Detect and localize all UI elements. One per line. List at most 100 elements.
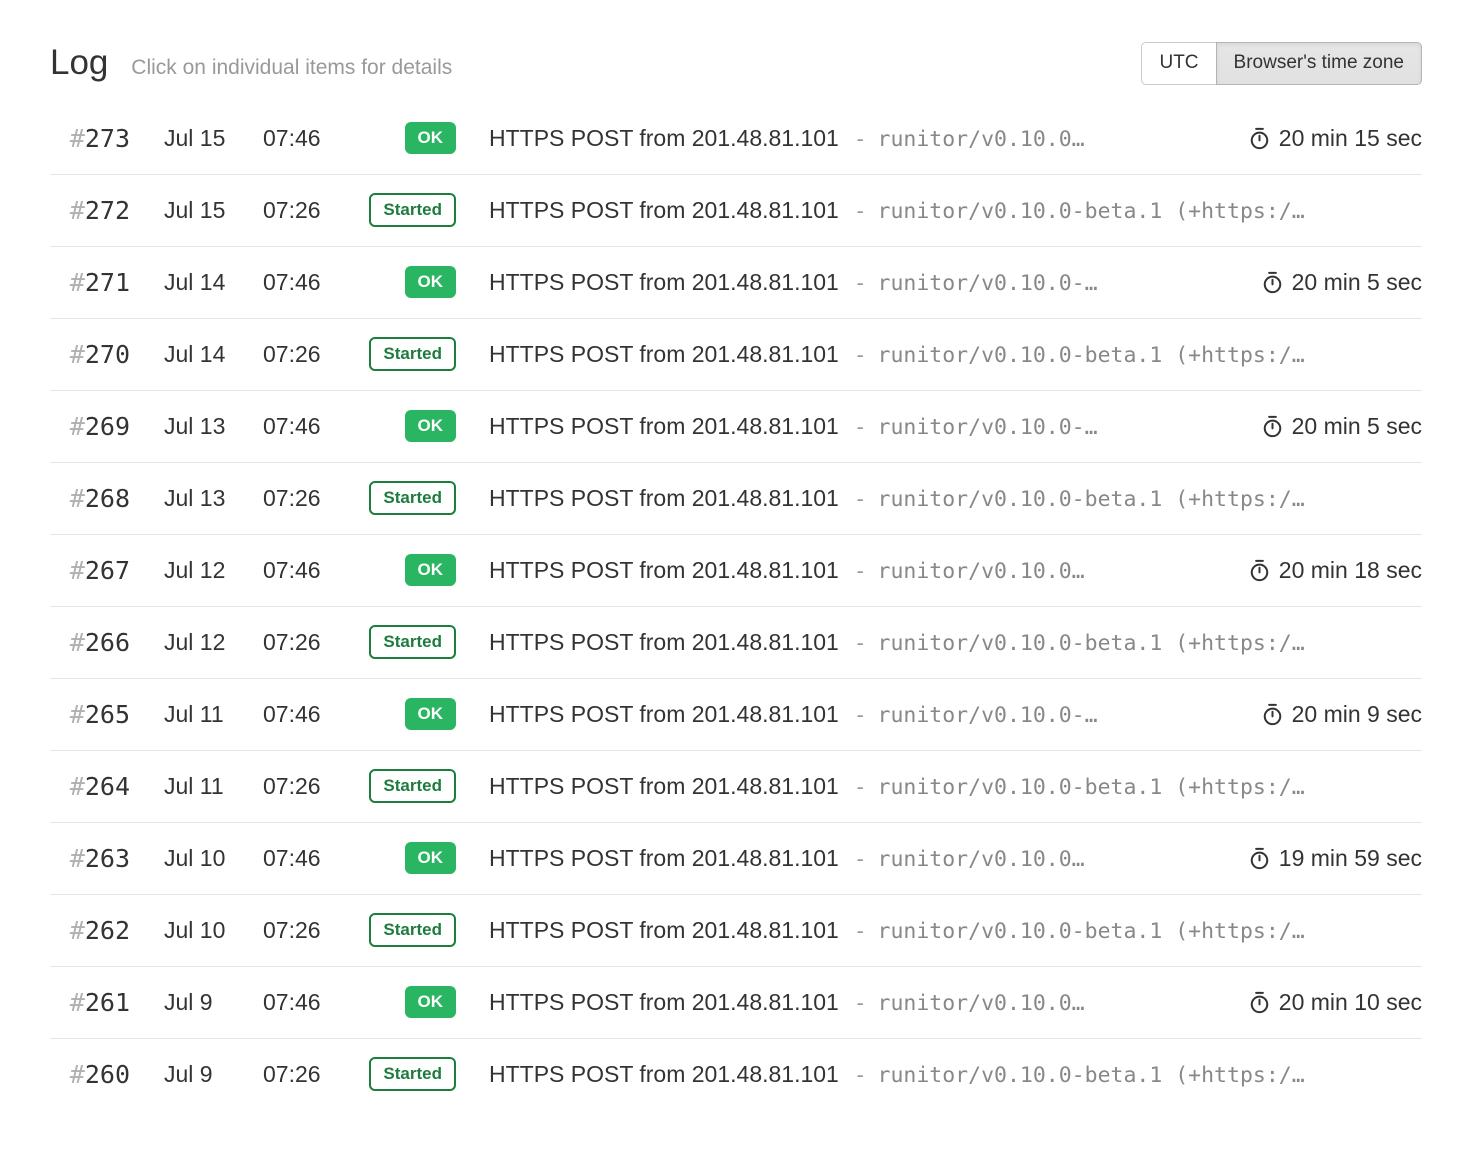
event-date: Jul 9 [164,1060,213,1087]
user-agent-text: runitor/v0.10.0… [877,126,1085,152]
status-badge: OK [404,697,456,731]
event-date: Jul 15 [164,124,226,151]
status-badge-cell: Started [330,624,456,660]
separator-dash: - [853,486,867,511]
event-number-value: 269 [84,411,130,441]
event-number-value: 264 [84,771,130,801]
log-row[interactable]: #269 Jul 13 07:46 OK HTTPS POST from 201… [50,389,1422,462]
user-agent-text: runitor/v0.10.0-beta.1 (+https:/… [877,918,1305,944]
event-time: 07:46 [263,844,321,871]
status-badge-cell: OK [330,553,456,587]
log-row[interactable]: #262 Jul 10 07:26 Started HTTPS POST fro… [50,893,1422,966]
log-row[interactable]: #261 Jul 9 07:46 OK HTTPS POST from 201.… [50,965,1422,1038]
event-text: HTTPS POST from 201.48.81.101 [489,412,839,439]
event-time: 07:46 [263,124,321,151]
duration-text: 20 min 9 sec [1291,700,1422,727]
event-date: Jul 10 [164,916,226,943]
separator-dash: - [853,198,867,223]
timezone-toggle: UTC Browser's time zone [1141,42,1422,85]
event-date: Jul 11 [164,700,224,727]
event-number-value: 261 [84,987,130,1017]
status-badge-cell: OK [330,985,456,1019]
event-description: HTTPS POST from 201.48.81.101 - runitor/… [489,125,1230,152]
timer-icon [1263,415,1281,437]
event-date: Jul 14 [164,340,226,367]
event-number-value: 271 [84,267,130,297]
event-text: HTTPS POST from 201.48.81.101 [489,772,839,799]
user-agent-text: runitor/v0.10.0-… [877,270,1098,296]
utc-button[interactable]: UTC [1141,42,1217,85]
user-agent-text: runitor/v0.10.0-… [877,702,1098,728]
hash-prefix: # [69,483,85,513]
log-row[interactable]: #265 Jul 11 07:46 OK HTTPS POST from 201… [50,677,1422,750]
event-description: HTTPS POST from 201.48.81.101 - runitor/… [489,341,1422,368]
user-agent-text: runitor/v0.10.0-beta.1 (+https:/… [877,1062,1305,1088]
event-date: Jul 15 [164,196,226,223]
browser-timezone-button[interactable]: Browser's time zone [1215,42,1422,85]
duration-text: 20 min 15 sec [1278,124,1422,151]
event-number-value: 270 [84,339,130,369]
timer-icon [1263,703,1281,725]
log-row[interactable]: #260 Jul 9 07:26 Started HTTPS POST from… [50,1037,1422,1110]
user-agent-text: runitor/v0.10.0-beta.1 (+https:/… [877,486,1305,512]
status-badge-cell: Started [330,768,456,804]
event-text: HTTPS POST from 201.48.81.101 [489,988,839,1015]
status-badge: Started [369,1056,456,1092]
log-row[interactable]: #264 Jul 11 07:26 Started HTTPS POST fro… [50,749,1422,822]
log-row[interactable]: #272 Jul 15 07:26 Started HTTPS POST fro… [50,173,1422,246]
status-badge-cell: OK [330,409,456,443]
hash-prefix: # [69,411,85,441]
separator-dash: - [853,846,867,871]
event-date: Jul 12 [164,556,226,583]
event-text: HTTPS POST from 201.48.81.101 [489,1060,839,1087]
hash-prefix: # [69,1059,85,1089]
log-row[interactable]: #263 Jul 10 07:46 OK HTTPS POST from 201… [50,821,1422,894]
log-row[interactable]: #270 Jul 14 07:26 Started HTTPS POST fro… [50,317,1422,390]
separator-dash: - [853,126,867,151]
log-row[interactable]: #271 Jul 14 07:46 OK HTTPS POST from 201… [50,245,1422,318]
event-description: HTTPS POST from 201.48.81.101 - runitor/… [489,1061,1422,1088]
duration: 20 min 5 sec [1261,269,1422,296]
status-badge-cell: Started [330,192,456,228]
event-date: Jul 14 [164,268,226,295]
log-row[interactable]: #267 Jul 12 07:46 OK HTTPS POST from 201… [50,533,1422,606]
status-badge: OK [404,841,456,875]
event-description: HTTPS POST from 201.48.81.101 - runitor/… [489,485,1422,512]
hash-prefix: # [69,339,85,369]
page-header: Log Click on individual items for detail… [50,42,1422,85]
status-badge: OK [404,409,456,443]
status-badge-cell: OK [330,841,456,875]
user-agent-text: runitor/v0.10.0… [877,558,1085,584]
timer-icon [1250,559,1269,581]
status-badge-cell: OK [330,697,456,731]
separator-dash: - [853,990,867,1015]
hash-prefix: # [69,987,85,1017]
log-row[interactable]: #268 Jul 13 07:26 Started HTTPS POST fro… [50,461,1422,534]
event-description: HTTPS POST from 201.48.81.101 - runitor/… [489,701,1243,728]
event-date: Jul 13 [164,412,226,439]
event-text: HTTPS POST from 201.48.81.101 [489,700,839,727]
hash-prefix: # [69,915,85,945]
event-text: HTTPS POST from 201.48.81.101 [489,556,839,583]
event-description: HTTPS POST from 201.48.81.101 - runitor/… [489,845,1230,872]
status-badge-cell: OK [330,121,456,155]
status-badge: Started [369,480,456,516]
event-number-value: 266 [84,627,130,657]
event-date: Jul 12 [164,628,226,655]
status-badge: Started [369,624,456,660]
user-agent-text: runitor/v0.10.0… [877,990,1085,1016]
log-row[interactable]: #273 Jul 15 07:46 OK HTTPS POST from 201… [50,103,1422,174]
event-number: #266 [50,628,130,657]
event-time: 07:26 [263,340,321,367]
event-number: #262 [50,916,130,945]
status-badge-cell: Started [330,1056,456,1092]
event-number: #273 [50,124,130,153]
log-row[interactable]: #266 Jul 12 07:26 Started HTTPS POST fro… [50,605,1422,678]
user-agent-text: runitor/v0.10.0-beta.1 (+https:/… [877,774,1305,800]
event-number-value: 263 [84,843,130,873]
event-date: Jul 13 [164,484,226,511]
event-number: #261 [50,988,130,1017]
event-text: HTTPS POST from 201.48.81.101 [489,124,839,151]
event-description: HTTPS POST from 201.48.81.101 - runitor/… [489,917,1422,944]
hash-prefix: # [69,123,85,153]
